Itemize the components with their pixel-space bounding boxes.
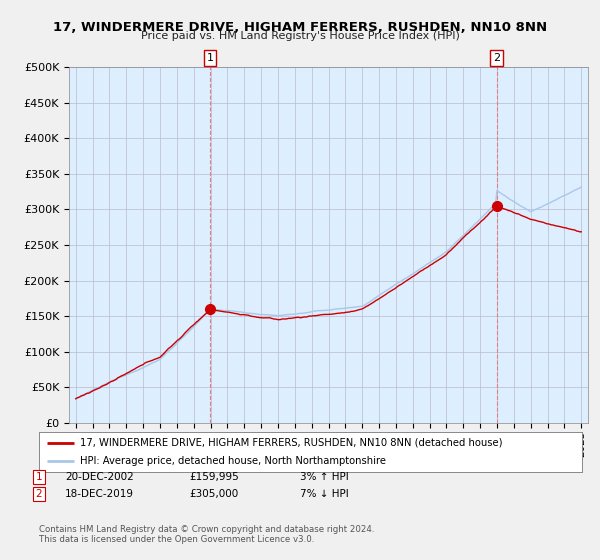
Text: 17, WINDERMERE DRIVE, HIGHAM FERRERS, RUSHDEN, NN10 8NN (detached house): 17, WINDERMERE DRIVE, HIGHAM FERRERS, RU…	[80, 438, 502, 448]
Text: 1: 1	[206, 53, 214, 63]
Text: Price paid vs. HM Land Registry's House Price Index (HPI): Price paid vs. HM Land Registry's House …	[140, 31, 460, 41]
Text: 18-DEC-2019: 18-DEC-2019	[65, 489, 134, 499]
Text: 7% ↓ HPI: 7% ↓ HPI	[300, 489, 349, 499]
Text: 20-DEC-2002: 20-DEC-2002	[65, 472, 134, 482]
Text: 1: 1	[35, 472, 43, 482]
Text: £159,995: £159,995	[189, 472, 239, 482]
Text: 2: 2	[35, 489, 43, 499]
Text: 17, WINDERMERE DRIVE, HIGHAM FERRERS, RUSHDEN, NN10 8NN: 17, WINDERMERE DRIVE, HIGHAM FERRERS, RU…	[53, 21, 547, 34]
Text: 3% ↑ HPI: 3% ↑ HPI	[300, 472, 349, 482]
Text: HPI: Average price, detached house, North Northamptonshire: HPI: Average price, detached house, Nort…	[80, 456, 386, 466]
Text: 2: 2	[493, 53, 500, 63]
Text: This data is licensed under the Open Government Licence v3.0.: This data is licensed under the Open Gov…	[39, 535, 314, 544]
Text: Contains HM Land Registry data © Crown copyright and database right 2024.: Contains HM Land Registry data © Crown c…	[39, 525, 374, 534]
Text: £305,000: £305,000	[189, 489, 238, 499]
